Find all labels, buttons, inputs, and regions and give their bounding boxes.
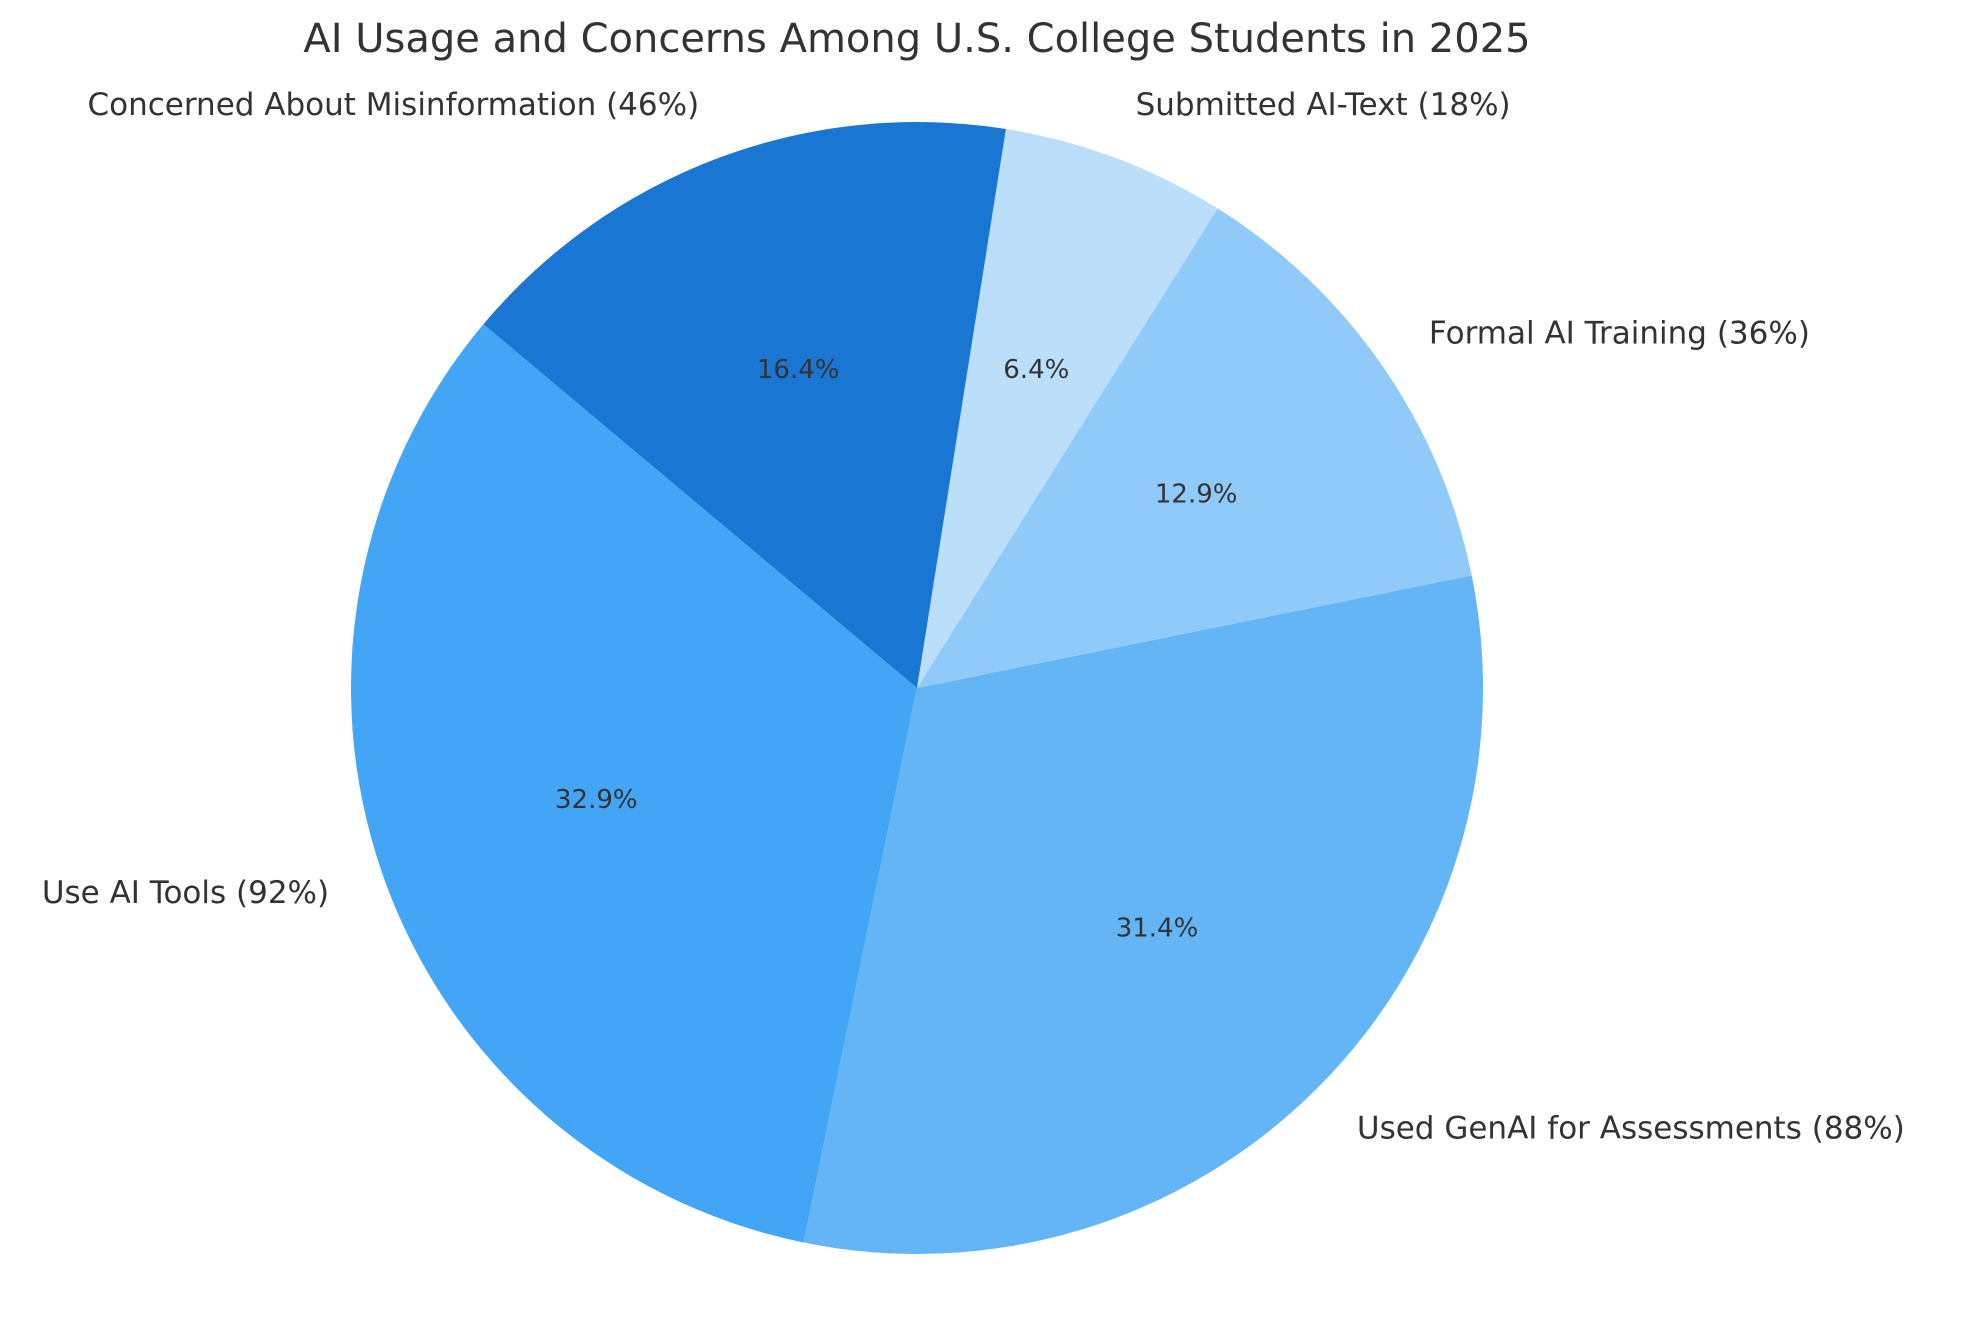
chart-title: AI Usage and Concerns Among U.S. College… — [303, 16, 1530, 62]
slice-label-formal-ai-training: Formal AI Training (36%) — [1429, 316, 1810, 352]
slice-label-submitted-ai-text: Submitted AI-Text (18%) — [1136, 87, 1511, 123]
pie-slice-use-ai-tools — [350, 324, 918, 1243]
pct-label-concerned-about-misinformation: 16.4% — [757, 355, 840, 385]
pct-label-used-genai-for-assessments: 31.4% — [1116, 913, 1199, 943]
pie-slices — [350, 121, 1484, 1255]
pct-label-formal-ai-training: 12.9% — [1155, 480, 1238, 510]
slice-label-use-ai-tools: Use AI Tools (92%) — [42, 875, 329, 911]
pie-slice-submitted-ai-text — [917, 129, 1218, 688]
pie-slice-used-genai-for-assessments — [803, 575, 1484, 1255]
pct-label-use-ai-tools: 32.9% — [555, 785, 638, 815]
pct-label-submitted-ai-text: 6.4% — [1003, 355, 1069, 385]
slice-label-used-genai-for-assessments: Used GenAI for Assessments (88%) — [1357, 1111, 1905, 1147]
pie-slice-concerned-about-misinformation — [483, 121, 1006, 689]
pie-labels: Use AI Tools (92%) 32.9% Used GenAI for As… — [42, 87, 1905, 1147]
slice-label-concerned-about-misinformation: Concerned About Misinformation (46%) — [87, 87, 699, 123]
pie-slice-formal-ai-training — [917, 208, 1472, 689]
